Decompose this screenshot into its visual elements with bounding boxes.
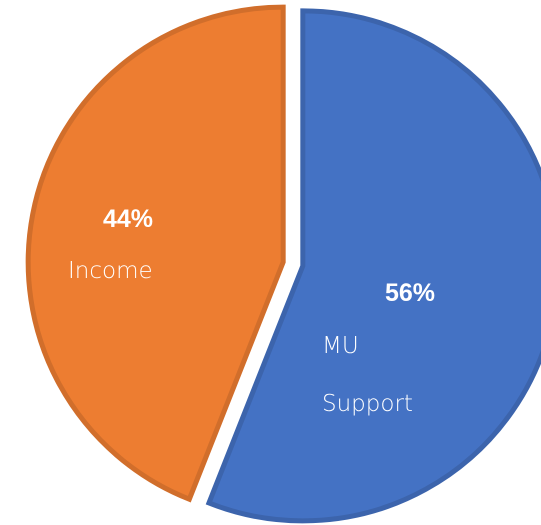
value-label: 44% [103,205,153,233]
pie-slice [25,4,286,503]
category-label: Income [68,258,153,284]
category-label: MU Support [322,333,413,417]
value-label: 56% [385,279,435,307]
pie-slice [205,8,541,524]
